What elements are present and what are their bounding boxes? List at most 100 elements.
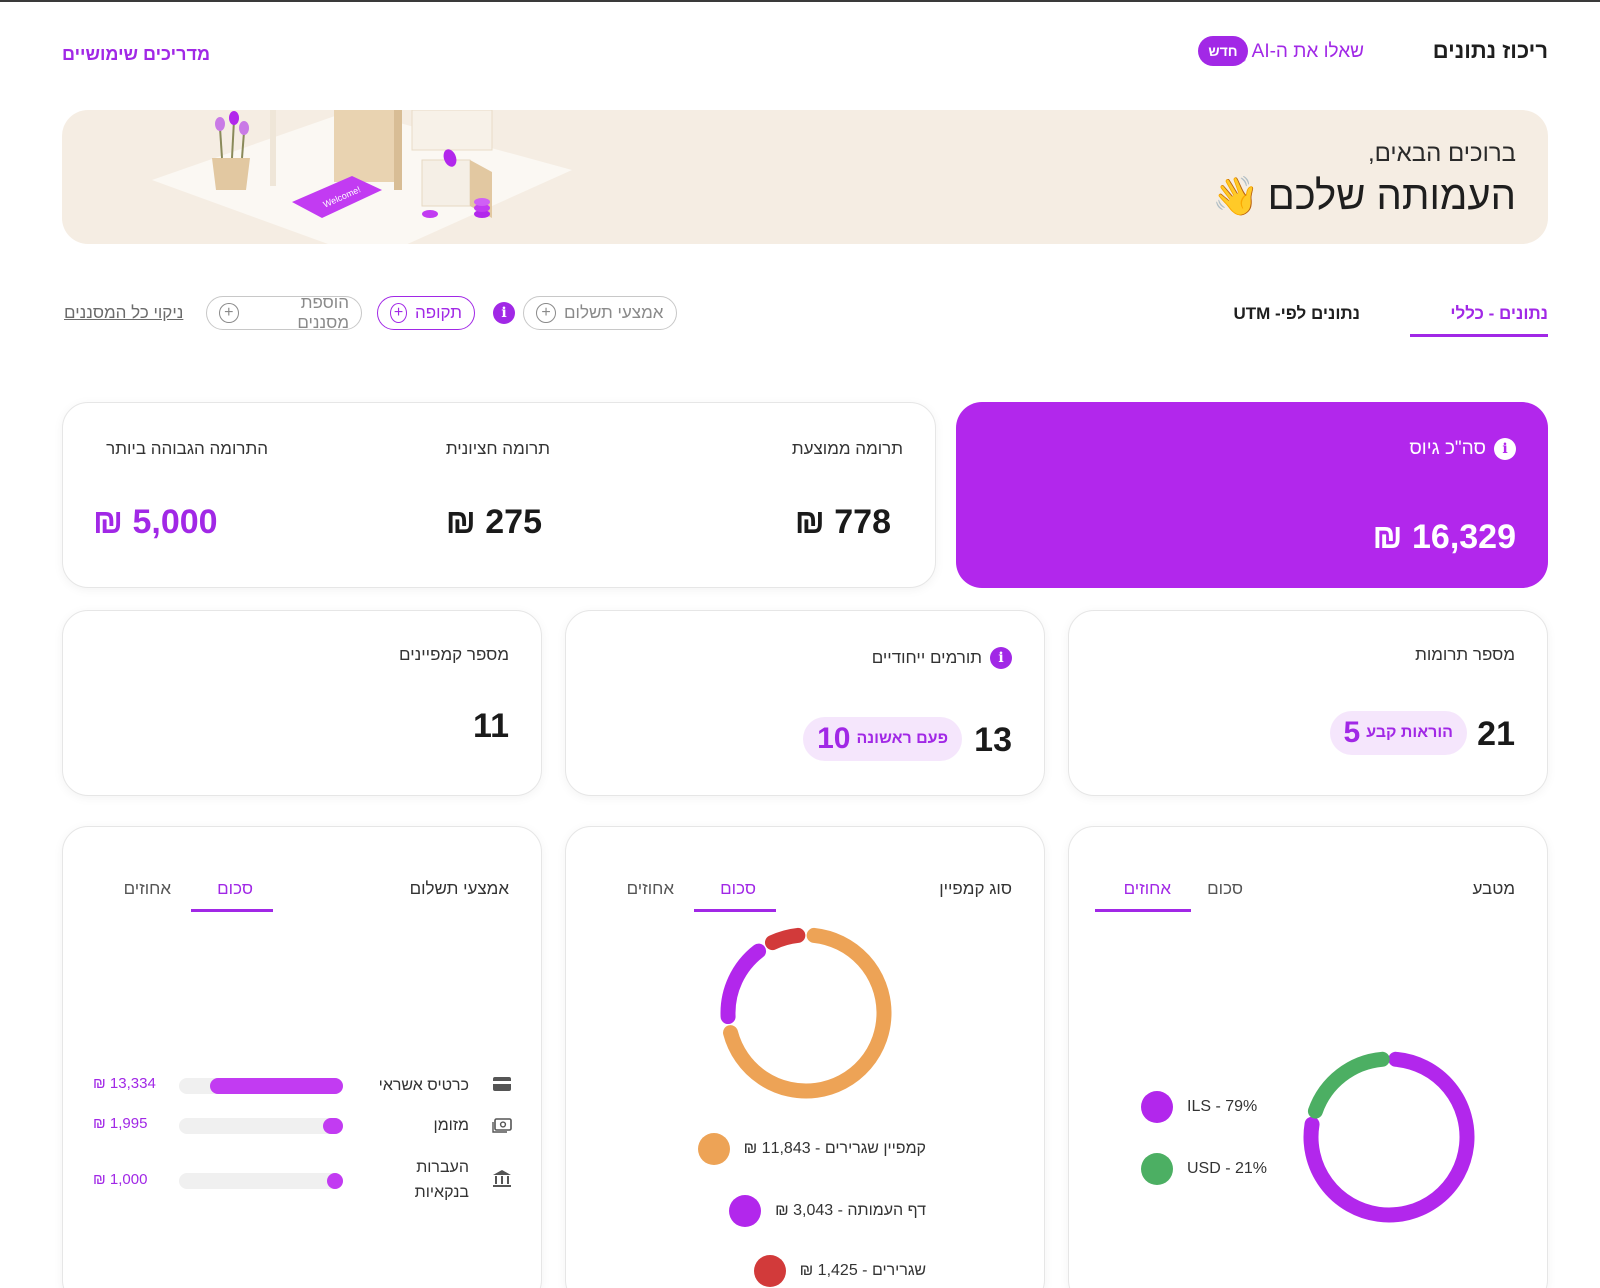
ask-ai-label: שאלו את ה-AI (1251, 41, 1364, 62)
new-badge: חדש (1198, 36, 1248, 66)
payment-methods-title: אמצעי תשלום (409, 879, 509, 898)
legend-item-ils: ILS - 79% (1141, 1091, 1257, 1123)
ambassadors-campaign-label: קמפיין שגרירים - 11,843 ₪ (743, 1140, 926, 1157)
legend-item-usd: USD - 21% (1141, 1153, 1267, 1185)
gross-total-label: סה"כ גיוס (1409, 438, 1486, 459)
filter-payment-methods[interactable]: + אמצעי תשלום (523, 296, 677, 330)
legend-item-org-page: דף העמותה - 3,043 ₪ (729, 1195, 926, 1227)
tab-general-data[interactable]: נתונים - כללי (1450, 304, 1548, 323)
org-name-text: העמותה שלכם (1267, 174, 1516, 218)
unique-donors-card: תורמים ייחודיים i 13 10 פעם ראשונה (565, 610, 1045, 796)
standing-orders-count: 5 (1343, 716, 1361, 749)
payment-bar-track (179, 1118, 343, 1134)
filter-payment-label: אמצעי תשלום (564, 303, 664, 322)
max-donation-label: התרומה הגבוהה ביותר (106, 439, 268, 458)
add-filters-button[interactable]: + הוספת מסננים (206, 293, 362, 332)
standing-orders-chip: 5 הוראות קבע (1329, 711, 1467, 755)
donation-stats-card: תרומה ממוצעת ₪ 778 תרומה חציונית ₪ 275 ה… (62, 402, 936, 588)
payment-methods-card: אמצעי תשלום סכום אחוזים כרטיס אשראי 13,3… (62, 826, 542, 1288)
active-tab-underline (1410, 334, 1548, 337)
payment-amount: 1,000 ₪ (93, 1171, 148, 1188)
payment-bar-fill (210, 1078, 343, 1094)
median-donation-value: ₪ 275 (445, 503, 542, 541)
plus-icon: + (390, 303, 407, 323)
max-donation-value: ₪ 5,000 (93, 503, 218, 541)
info-icon[interactable]: i (1494, 438, 1516, 460)
ask-ai-link[interactable]: שאלו את ה-AI (1220, 38, 1364, 66)
payment-row-bank-transfer: העברות בנקאיות 1,000 ₪ (93, 1153, 513, 1209)
payment-amount: 1,995 ₪ (93, 1115, 148, 1132)
tab-amount[interactable]: סכום (1207, 879, 1243, 898)
first-time-label: פעם ראשונה (856, 730, 948, 747)
currency-donut-chart (1303, 1051, 1475, 1223)
welcome-greeting: ברוכים הבאים, (1367, 140, 1516, 167)
standing-orders-label: הוראות קבע (1366, 724, 1453, 741)
payment-name: העברות בנקאיות (414, 1159, 469, 1201)
org-page-dot (729, 1195, 762, 1227)
payment-bar-fill (326, 1173, 343, 1189)
welcome-banner: ברוכים הבאים, העמותה שלכם 👋 Welcome! (62, 110, 1548, 244)
filter-period-label: תקופה (415, 303, 462, 322)
ils-slice (1303, 1051, 1475, 1223)
plus-icon: + (536, 303, 556, 323)
welcome-illustration: Welcome! (152, 110, 572, 244)
tab-amount[interactable]: סכום (720, 879, 756, 898)
tab-percent[interactable]: אחוזים (1123, 879, 1171, 898)
tab-percent[interactable]: אחוזים (626, 879, 674, 898)
usd-slice (1307, 1051, 1390, 1119)
legend-item-ambassadors: שגרירים - 1,425 ₪ (753, 1255, 926, 1287)
tab-utm-data[interactable]: נתונים לפי- UTM (1233, 304, 1360, 323)
gross-total-label-row: סה"כ גיוס i (1409, 438, 1516, 460)
first-time-count: 10 (817, 722, 851, 755)
org-page-label: דף העמותה - 3,043 ₪ (775, 1202, 926, 1219)
bank-icon (493, 1170, 511, 1187)
payment-name: מזומן (433, 1117, 469, 1134)
gross-total-value: ₪ 16,329 (1372, 518, 1517, 556)
org-page-slice (720, 943, 767, 1025)
unique-donors-value: 13 (974, 721, 1012, 759)
filter-period[interactable]: + תקופה (377, 296, 475, 330)
donations-count-card: מספר תרומות 21 5 הוראות קבע (1068, 610, 1548, 796)
campaigns-count-value: 11 (473, 707, 509, 745)
campaign-type-donut-chart (720, 927, 892, 1099)
active-subtab-underline (694, 909, 776, 912)
welcome-org-name: העמותה שלכם 👋 (1212, 174, 1516, 219)
unique-donors-label: תורמים ייחודיים (871, 648, 982, 667)
ils-legend-label: ILS - 79% (1187, 1098, 1258, 1115)
gross-total-card: סה"כ גיוס i ₪ 16,329 (956, 402, 1548, 588)
waving-hand-icon: 👋 (1212, 175, 1260, 218)
tab-percent[interactable]: אחוזים (123, 879, 171, 898)
ils-legend-dot (1141, 1091, 1173, 1123)
info-icon[interactable]: i (990, 647, 1012, 669)
currency-card: מטבע סכום אחוזים ILS - 79% USD - 21% (1068, 826, 1548, 1288)
median-donation-label: תרומה חציונית (445, 439, 550, 458)
active-subtab-underline (1095, 909, 1191, 912)
donations-count-value: 21 (1477, 715, 1515, 753)
payment-bar-track (179, 1173, 343, 1189)
unique-donors-label-row: תורמים ייחודיים i (872, 647, 1012, 669)
ambassadors-label: שגרירים - 1,425 ₪ (799, 1262, 926, 1279)
active-subtab-underline (191, 909, 273, 912)
payment-bar-track (179, 1078, 343, 1094)
ambassadors-slice (764, 927, 806, 951)
info-icon[interactable]: i (493, 302, 515, 324)
page-title: ריכוז נתונים (1432, 38, 1548, 63)
legend-item-ambassadors-campaign: קמפיין שגרירים - 11,843 ₪ (697, 1133, 926, 1165)
credit-card-icon (493, 1077, 511, 1091)
payment-amount: 13,334 ₪ (93, 1075, 156, 1092)
tab-amount[interactable]: סכום (217, 879, 253, 898)
usd-legend-dot (1141, 1153, 1173, 1185)
cash-icon (492, 1118, 512, 1133)
usd-legend-label: USD - 21% (1187, 1160, 1268, 1177)
guides-link[interactable]: מדריכים שימושיים (62, 44, 211, 64)
clear-filters-link[interactable]: ניקוי כל המסננים (64, 303, 184, 322)
payment-row-credit-card: כרטיס אשראי 13,334 ₪ (93, 1071, 513, 1101)
campaign-type-title: סוג קמפיין (939, 879, 1012, 898)
campaign-type-card: סוג קמפיין סכום אחוזים קמפיין שגרירים - … (565, 826, 1045, 1288)
payment-name: כרטיס אשראי (378, 1077, 469, 1094)
payment-bar-fill (323, 1118, 343, 1134)
payment-row-cash: מזומן 1,995 ₪ (93, 1111, 513, 1141)
window-top-border (0, 0, 1600, 2)
first-time-chip: 10 פעם ראשונה (803, 717, 962, 761)
donations-count-label: מספר תרומות (1415, 645, 1515, 664)
